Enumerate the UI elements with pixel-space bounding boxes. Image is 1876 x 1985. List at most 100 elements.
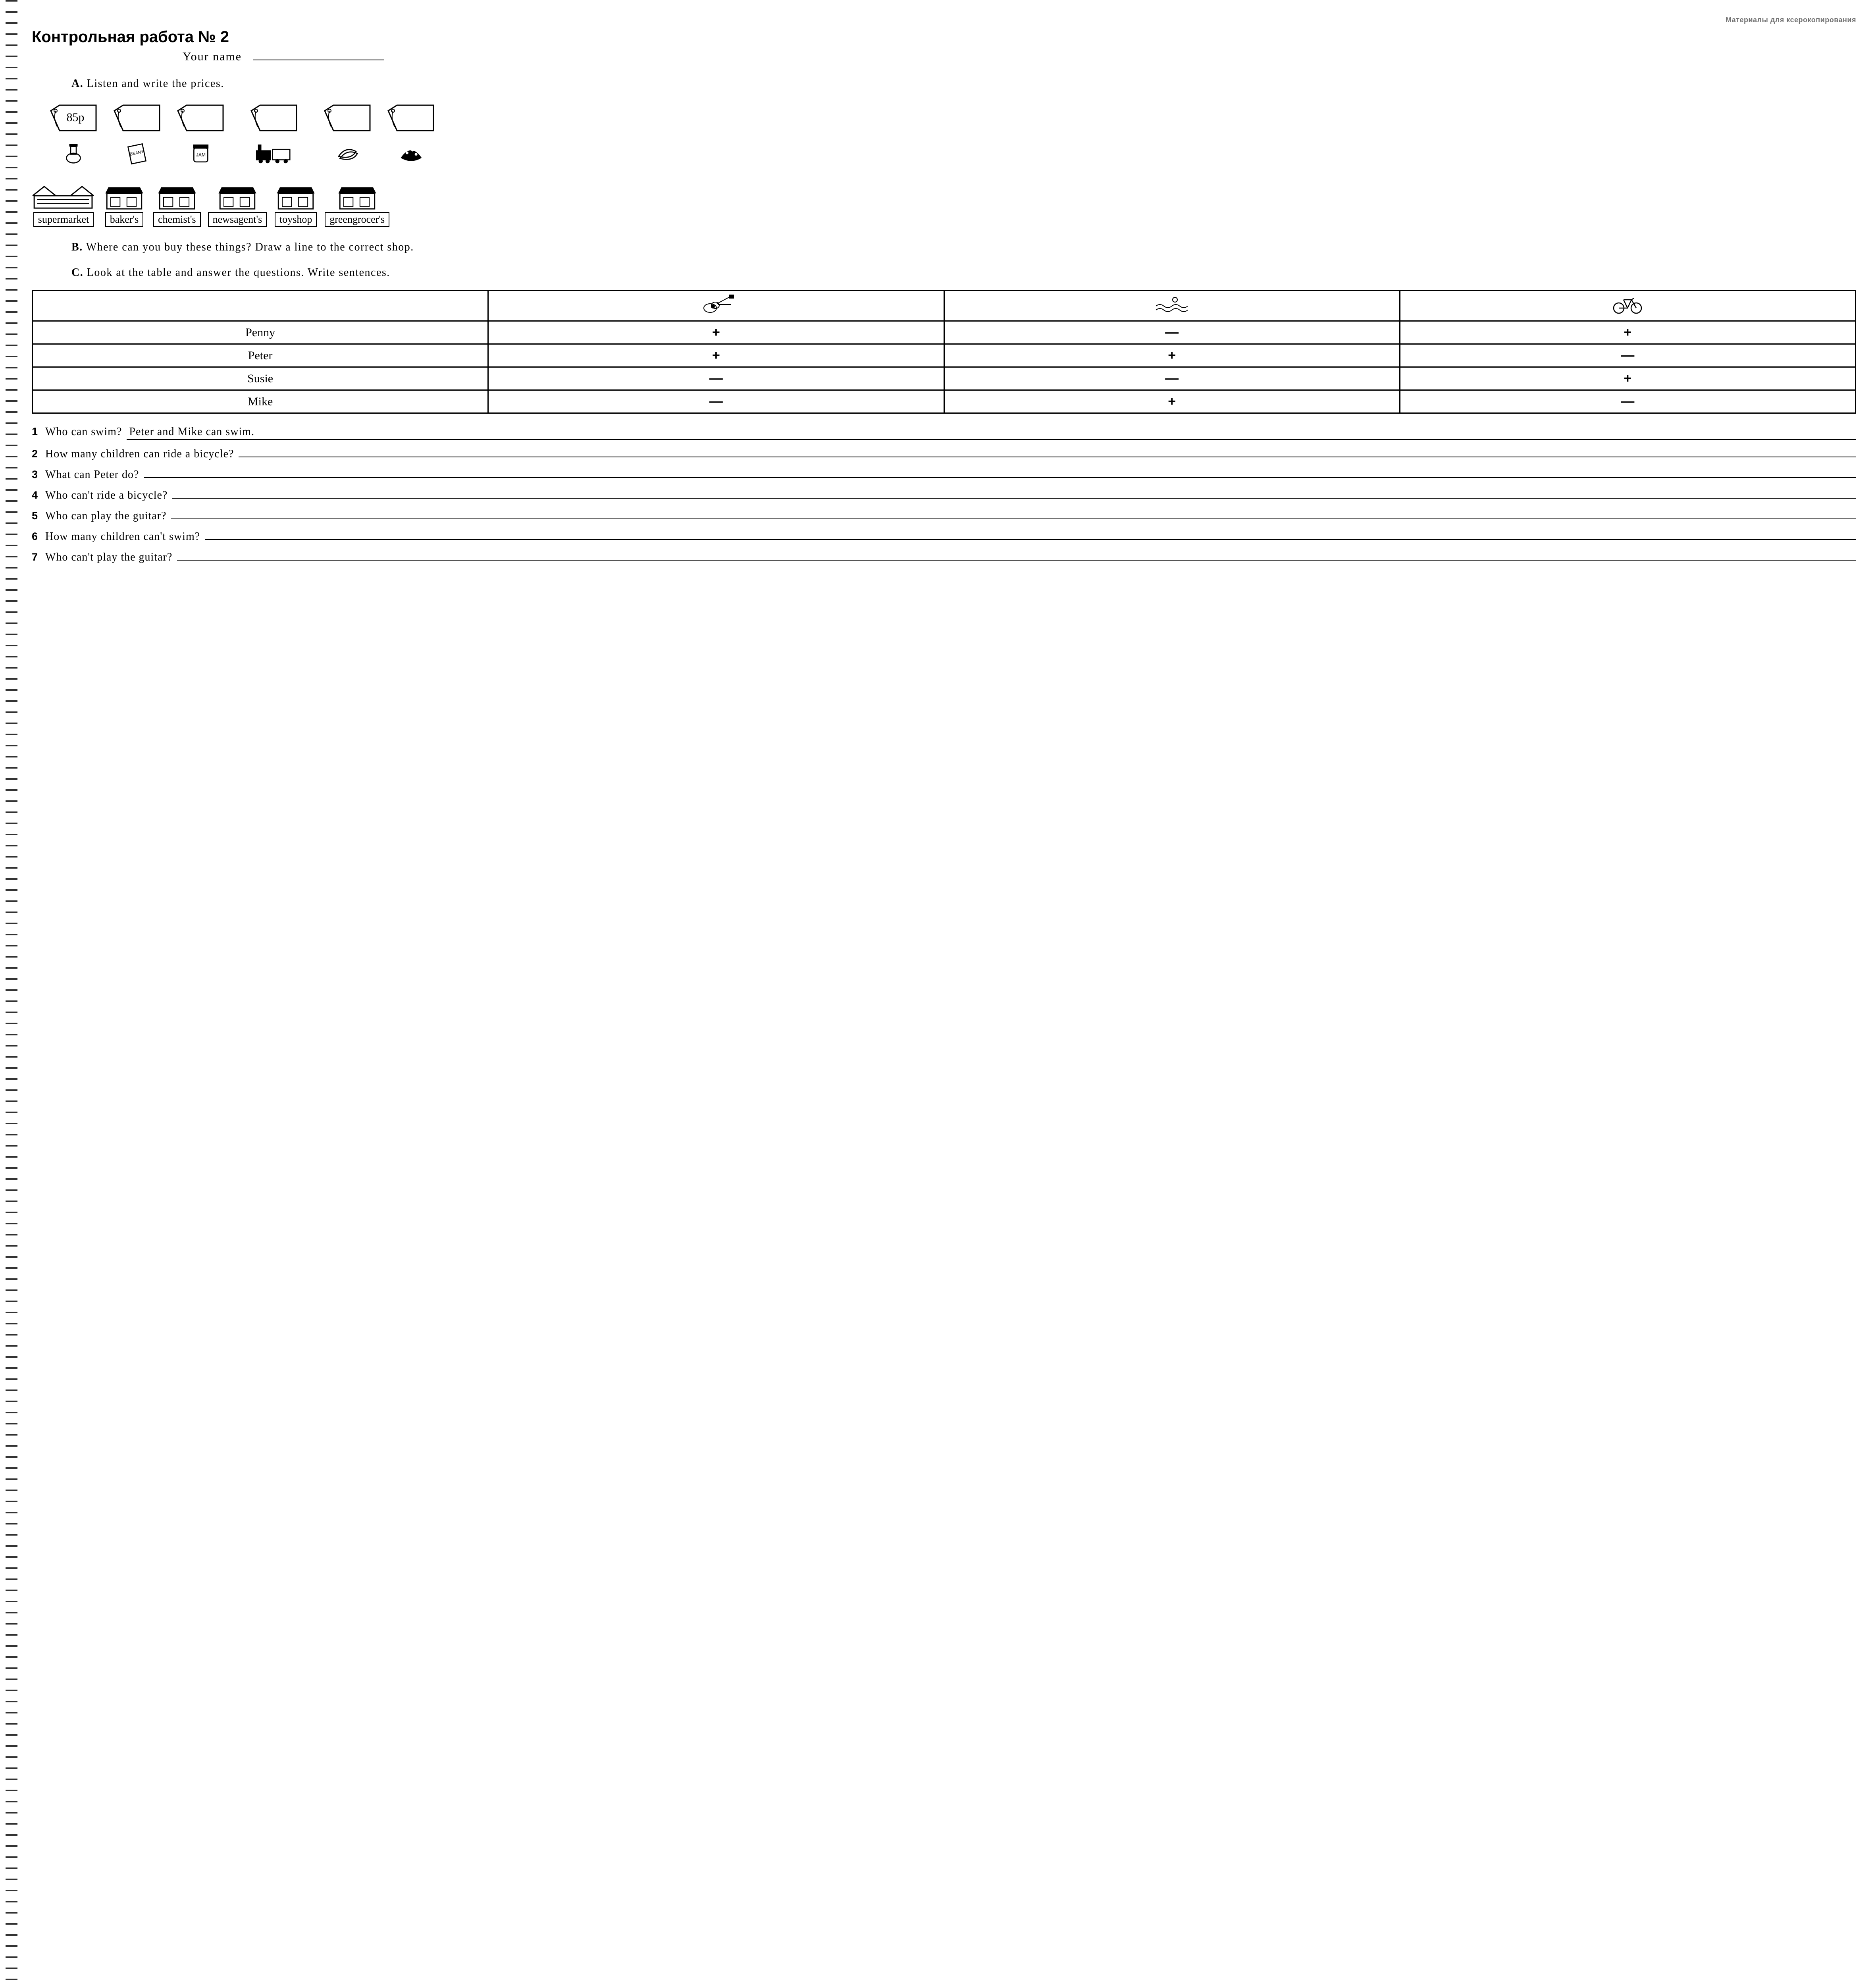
price-tag-item [171,101,230,167]
svg-text:85p: 85p [67,111,85,124]
section-c: C. Look at the table and answer the ques… [71,264,1856,281]
section-a-text: Listen and write the prices. [87,77,224,90]
price-tag-icon[interactable] [175,101,226,137]
price-tag-icon[interactable] [248,101,300,137]
price-tag-item [107,101,167,167]
question-item: 4 Who can't ride a bicycle? [32,487,1856,502]
section-a-lead: A. [71,77,83,90]
row-name: Susie [33,367,488,390]
question-number: 6 [32,530,45,543]
price-tag-icon[interactable] [385,101,437,137]
question-item: 2 How many children can ride a bicycle? [32,445,1856,461]
section-b: B. Where can you buy these things? Draw … [71,239,1856,256]
question-text: What can Peter do? [45,468,139,481]
price-tag-item [318,101,377,167]
section-c-lead: C. [71,266,83,279]
cake-icon [385,139,437,167]
sauce-icon [48,139,99,167]
shop-item: greengrocer's [325,183,389,227]
answer-blank[interactable] [172,487,1856,499]
page-title: Контрольная работа № 2 [32,28,1856,46]
ability-mark: + [944,390,1400,413]
question-item: 5 Who can play the guitar? [32,507,1856,522]
question-text: Who can swim? [45,426,122,438]
question-text: How many children can ride a bicycle? [45,448,234,461]
question-text: How many children can't swim? [45,530,200,543]
question-number: 2 [32,448,45,460]
bicycle-icon [1400,291,1855,321]
shop-label: chemist's [153,212,201,227]
ability-mark: — [944,321,1400,344]
bananas-icon [322,139,373,167]
answer-blank[interactable] [144,466,1856,478]
ability-mark: + [1400,321,1855,344]
shop-item: supermarket [32,183,95,227]
shop-icon [335,183,379,210]
ability-mark: — [1400,344,1855,367]
answer-blank[interactable] [177,549,1856,561]
shop-icon [155,183,199,210]
ability-mark: + [944,344,1400,367]
table-header-blank [33,291,488,321]
question-number: 3 [32,468,45,481]
question-text: Who can play the guitar? [45,510,166,522]
spiral-binding [6,0,17,1985]
table-row: Mike—+— [33,390,1856,413]
question-number: 5 [32,510,45,522]
shop-item: newsagent's [208,183,267,227]
jam-icon [175,139,226,167]
question-number: 1 [32,426,45,438]
price-tag-icon[interactable] [111,101,163,137]
answer-blank[interactable] [171,507,1856,519]
question-item: 3 What can Peter do? [32,466,1856,481]
table-header-row [33,291,1856,321]
price-tag-icon[interactable] [322,101,373,137]
price-tag-item [381,101,441,167]
shop-icon [32,183,95,210]
your-name-label: Your name [183,50,242,63]
shop-label: supermarket [33,212,94,227]
abilities-table: Penny+—+Peter++—Susie——+Mike—+— [32,290,1856,414]
shop-item: baker's [102,183,146,227]
ability-mark: — [944,367,1400,390]
header-note: Материалы для ксерокопирования [32,16,1856,24]
answer-blank[interactable] [205,528,1856,540]
row-name: Mike [33,390,488,413]
question-item: 1 Who can swim? Peter and Mike can swim. [32,426,1856,440]
ability-mark: — [488,390,944,413]
section-c-text: Look at the table and answer the questio… [87,266,390,279]
shop-label: newsagent's [208,212,267,227]
shop-icon [274,183,318,210]
swim-icon [944,291,1400,321]
shop-item: chemist's [153,183,201,227]
shops-row: supermarket baker's chemist's newsagent'… [32,183,1856,227]
question-item: 7 Who can't play the guitar? [32,549,1856,564]
shop-icon [102,183,146,210]
your-name-line: Your name [183,50,1856,64]
section-b-text: Where can you buy these things? Draw a l… [86,241,414,253]
ability-mark: + [488,344,944,367]
beans-icon [111,139,163,167]
section-a: A. Listen and write the prices. [71,75,1856,92]
row-name: Peter [33,344,488,367]
questions-list: 1 Who can swim? Peter and Mike can swim.… [32,426,1856,564]
question-text: Who can't play the guitar? [45,551,172,564]
ability-mark: + [488,321,944,344]
answer-blank[interactable]: Peter and Mike can swim. [127,426,1856,440]
guitar-icon [488,291,944,321]
question-text: Who can't ride a bicycle? [45,489,168,502]
shop-icon [216,183,259,210]
table-row: Penny+—+ [33,321,1856,344]
shop-label: baker's [105,212,144,227]
price-tag-icon[interactable]: 85p [48,101,99,137]
question-number: 7 [32,551,45,563]
shop-label: greengrocer's [325,212,389,227]
price-tag-item: 85p [44,101,103,167]
table-row: Susie——+ [33,367,1856,390]
answer-blank[interactable] [239,445,1856,457]
ability-mark: — [1400,390,1855,413]
question-number: 4 [32,489,45,501]
shop-label: toyshop [275,212,317,227]
price-tag-row: 85p [44,101,1856,167]
ability-mark: + [1400,367,1855,390]
